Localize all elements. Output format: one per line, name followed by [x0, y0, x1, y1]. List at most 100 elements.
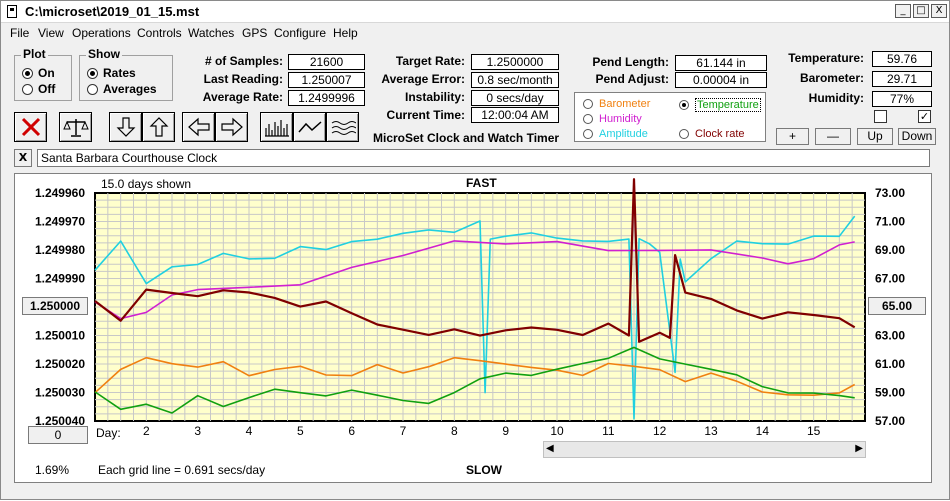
left-button[interactable] — [182, 112, 215, 142]
legend-humidity[interactable]: Humidity — [583, 113, 642, 125]
series-line-barometer — [94, 356, 856, 397]
menu-help[interactable]: Help — [333, 26, 358, 40]
slow-label: SLOW — [466, 463, 502, 477]
checked-checkbox[interactable]: ✓ — [918, 110, 931, 123]
menu-watches[interactable]: Watches — [188, 26, 235, 40]
y-tick-label-right: 69.00 — [875, 243, 905, 257]
y-tick-label-left: 1.249970 — [35, 215, 85, 229]
y-tick-label-left: 1.249980 — [35, 243, 85, 257]
scale-minus-button[interactable]: — — [815, 128, 851, 145]
temperature-label: Temperature: — [788, 51, 864, 65]
bars-view-button[interactable] — [260, 112, 293, 142]
show-averages-radio[interactable]: Averages — [87, 82, 157, 96]
pend-length-field[interactable]: 61.144 in — [675, 55, 767, 71]
radio-unselected-icon — [583, 99, 593, 109]
last-reading-label: Last Reading: — [203, 72, 283, 86]
percent-label: 1.69% — [35, 463, 70, 477]
radio-selected-icon — [22, 67, 33, 79]
y-tick-label-right: 63.00 — [875, 329, 905, 343]
x-tick-label: 13 — [704, 424, 718, 438]
plot-off-label: Off — [38, 82, 56, 96]
temperature-field: 59.76 — [872, 51, 932, 67]
x-tick-label: 15 — [807, 424, 821, 438]
unchecked-checkbox[interactable] — [874, 110, 887, 123]
y-tick-label-right: 61.00 — [875, 357, 905, 371]
x-tick-label: 5 — [297, 424, 304, 438]
y-tick-label-left: 1.250030 — [35, 386, 85, 400]
up-button[interactable] — [142, 112, 175, 142]
time-scrollbar[interactable]: ◀ ▶ — [543, 441, 866, 458]
humidity-field: 77% — [872, 91, 932, 107]
ripple-view-button[interactable] — [326, 112, 359, 142]
instability-label: Instability: — [404, 90, 465, 104]
current-time-field: 12:00:04 AM — [471, 107, 559, 123]
arrow-up-icon — [149, 117, 168, 137]
down-button[interactable] — [109, 112, 142, 142]
radio-unselected-icon — [583, 129, 593, 139]
legend-temperature[interactable]: Temperature — [679, 98, 761, 112]
left-center-button[interactable]: 1.250000 — [22, 297, 88, 315]
scale-up-button[interactable]: Up — [857, 128, 893, 145]
window-title: C:\microset\2019_01_15.mst — [25, 4, 200, 19]
show-averages-label: Averages — [103, 82, 157, 96]
scroll-right-icon[interactable]: ▶ — [855, 443, 863, 454]
instability-field: 0 secs/day — [471, 90, 559, 106]
radio-unselected-icon — [87, 83, 98, 95]
balance-scale-icon — [62, 119, 89, 137]
legend-barometer[interactable]: Barometer — [583, 98, 650, 110]
arrow-right-icon — [220, 117, 243, 137]
menu-file[interactable]: File — [10, 26, 30, 40]
legend-clock-rate[interactable]: Clock rate — [679, 128, 745, 140]
plot-on-label: On — [38, 66, 55, 80]
clear-x-icon — [21, 117, 40, 137]
zero-button[interactable]: 0 — [28, 426, 88, 444]
y-tick-label-right: 59.00 — [875, 386, 905, 400]
close-button[interactable]: X — [931, 4, 947, 18]
right-center-button[interactable]: 65.00 — [868, 297, 926, 315]
y-tick-label-right: 67.00 — [875, 272, 905, 286]
legend-temperature-label: Temperature — [695, 98, 761, 112]
legend-amplitude[interactable]: Amplitude — [583, 128, 648, 140]
menu-view[interactable]: View — [38, 26, 64, 40]
x-tick-label: 7 — [400, 424, 407, 438]
radio-selected-icon — [87, 67, 98, 79]
watch-close-button[interactable]: X — [14, 149, 32, 167]
plot-off-radio[interactable]: Off — [22, 82, 55, 96]
fast-label: FAST — [466, 176, 497, 190]
maximize-button[interactable]: □ — [913, 4, 929, 18]
plot-group: Plot On Off — [14, 47, 72, 101]
balance-button[interactable] — [59, 112, 92, 142]
menu-gps[interactable]: GPS — [242, 26, 268, 40]
average-rate-field: 1.2499996 — [288, 90, 365, 106]
menu-configure[interactable]: Configure — [274, 26, 327, 40]
x-tick-label: 11 — [602, 424, 615, 438]
pend-adjust-label: Pend Adjust: — [595, 72, 669, 86]
watch-name-field[interactable]: Santa Barbara Courthouse Clock — [37, 149, 930, 167]
barometer-label: Barometer: — [799, 71, 864, 85]
show-group: Show Rates Averages — [79, 47, 173, 101]
line-view-button[interactable] — [293, 112, 326, 142]
minimize-button[interactable]: _ — [895, 4, 911, 18]
menu-operations[interactable]: Operations — [72, 26, 131, 40]
days-shown-label: 15.0 days shown — [101, 177, 192, 191]
legend-panel: Barometer Temperature Humidity Amplitude… — [574, 92, 766, 142]
radio-selected-icon — [679, 100, 689, 110]
target-rate-field[interactable]: 1.2500000 — [471, 54, 559, 70]
bar-chart-icon — [264, 120, 289, 137]
scale-plus-button[interactable]: + — [776, 128, 809, 145]
pend-adjust-field[interactable]: 0.00004 in — [675, 72, 767, 88]
show-rates-radio[interactable]: Rates — [87, 66, 136, 80]
scroll-left-icon[interactable]: ◀ — [546, 443, 554, 454]
plot-on-radio[interactable]: On — [22, 66, 55, 80]
y-tick-label-left: 1.250010 — [35, 329, 85, 343]
ripple-icon — [331, 121, 356, 135]
right-button[interactable] — [215, 112, 248, 142]
humidity-label: Humidity: — [808, 91, 864, 105]
scale-down-button[interactable]: Down — [898, 128, 936, 145]
x-tick-label: 2 — [143, 424, 150, 438]
clear-button[interactable] — [14, 112, 47, 142]
menu-controls[interactable]: Controls — [137, 26, 182, 40]
radio-unselected-icon — [22, 83, 33, 95]
